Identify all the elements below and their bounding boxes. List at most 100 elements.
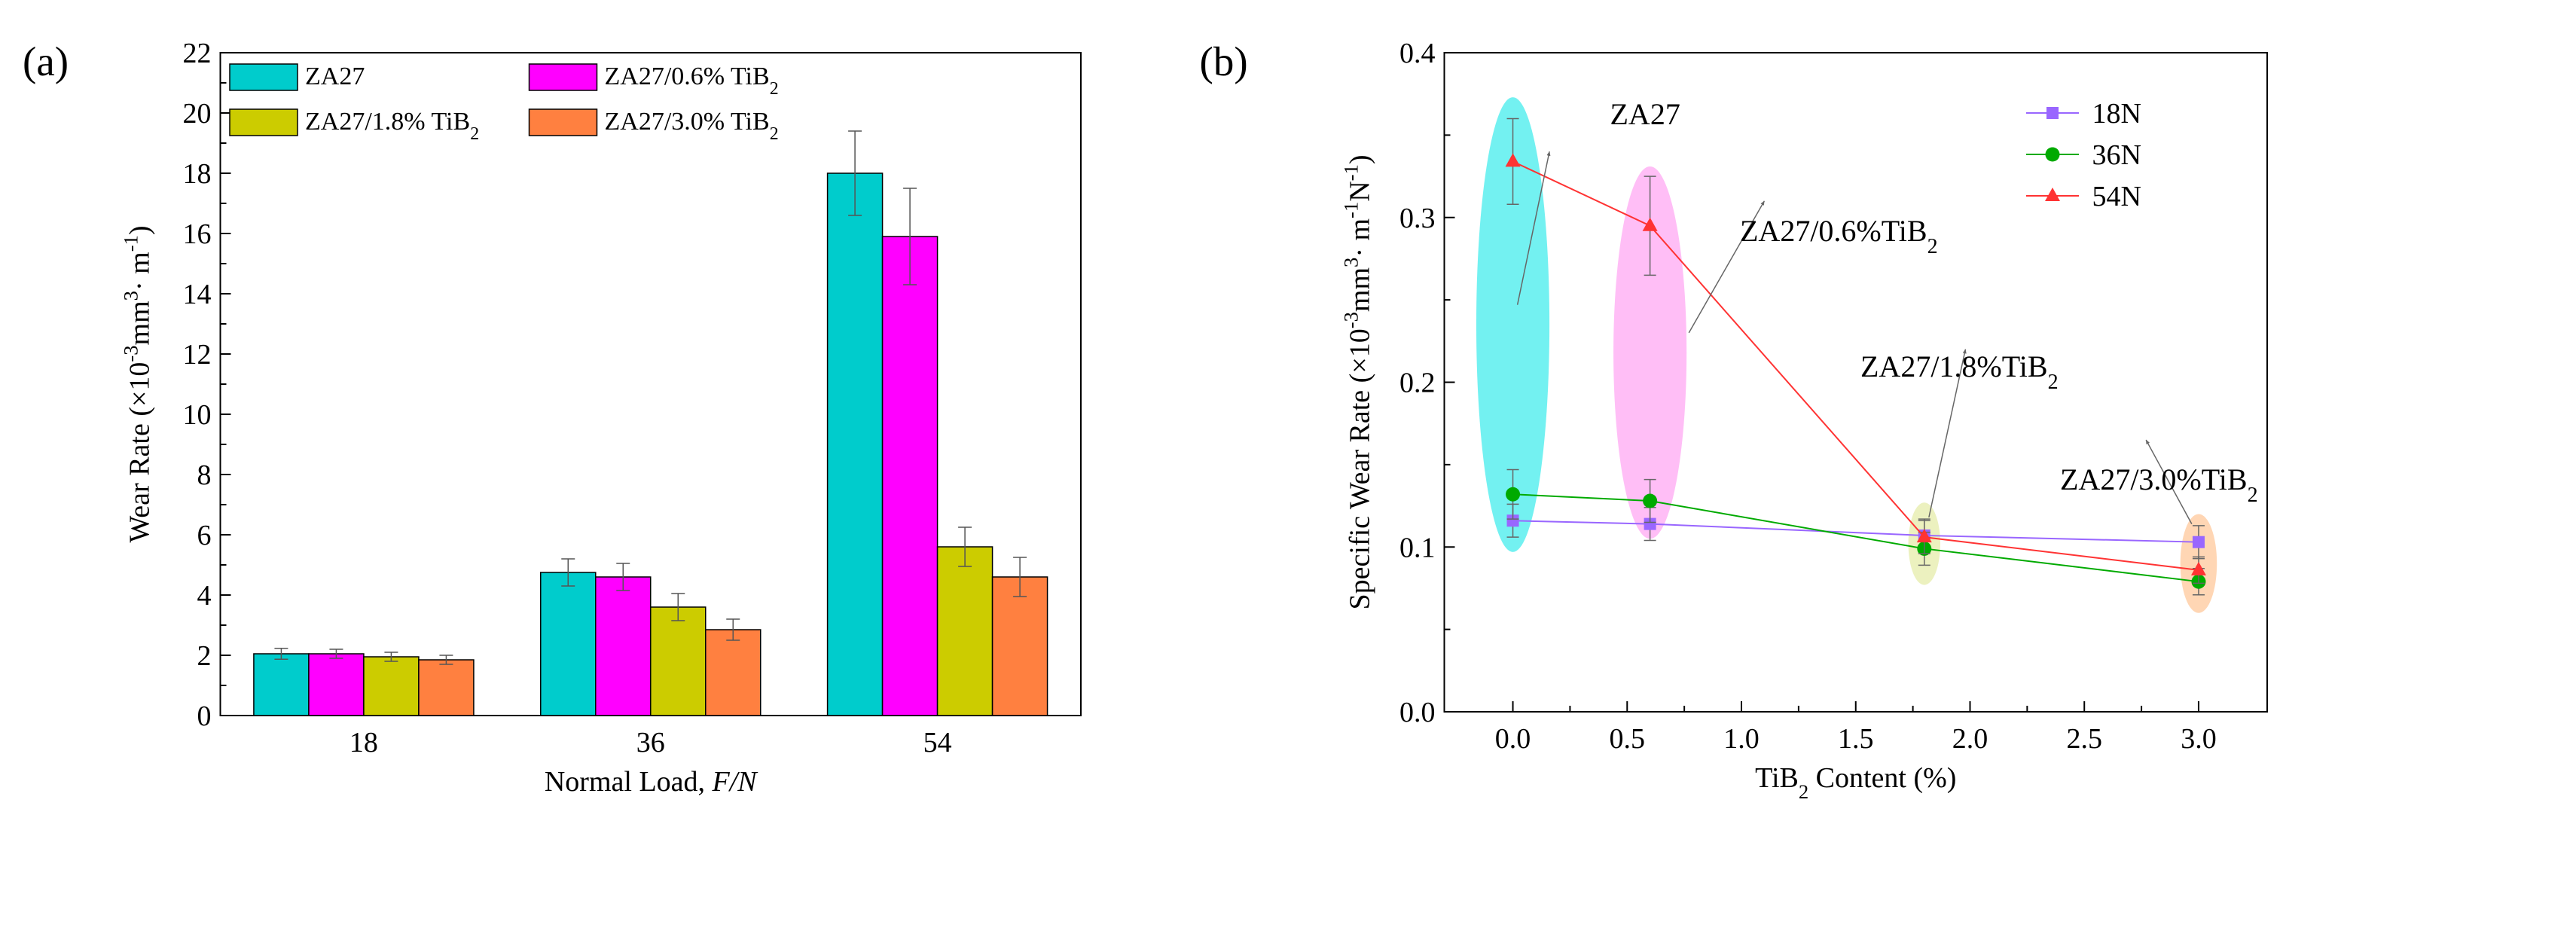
legend-label-sub: 2 [770, 79, 779, 99]
label-part: Wear Rate (×10 [124, 362, 156, 543]
annotation-label: ZA27/1.8%TiB2 [1860, 349, 2059, 394]
legend-label-sub: 2 [470, 124, 479, 144]
y-tick-label: 10 [183, 399, 212, 431]
annotation-arrow [2145, 439, 2193, 524]
legend-label: ZA27/0.6% TiB2 [605, 63, 779, 99]
label-part: ) [1344, 155, 1376, 165]
highlight-ellipse [1613, 166, 1687, 539]
series-line [1512, 493, 2199, 583]
legend-label-base: ZA27/3.0% TiB [605, 108, 770, 136]
label-part: N [1344, 181, 1376, 201]
bar [991, 576, 1048, 716]
x-label-italic: F/N [712, 766, 759, 798]
y-tick-label: 6 [197, 520, 212, 551]
y-tick-label: 0.3 [1399, 203, 1436, 234]
legend-label: ZA27 [305, 63, 365, 90]
marker-square [2046, 107, 2059, 119]
legend-label-sub: 2 [770, 124, 779, 144]
label-part: · m [1344, 218, 1376, 258]
line-chart-panel: (b) 0.0 0.1 0.2 0.3 0.4 0.0 0.5 1.0 1.5 2.0 2.5 3.… [1200, 38, 2268, 803]
y-axis-label: Wear Rate (×10-3mm3· m-1) [120, 225, 156, 542]
legend-label: 36N [2092, 139, 2141, 171]
label-part: -1 [1340, 202, 1363, 218]
bar [253, 653, 310, 716]
annotation-sub: 2 [2248, 484, 2258, 507]
bar [308, 653, 365, 716]
annotation-label: ZA27/3.0%TiB2 [2060, 462, 2258, 507]
y-axis-b: 0.0 0.1 0.2 0.3 0.4 [1399, 38, 1455, 728]
annotation-base: ZA27/3.0%TiB [2060, 462, 2248, 496]
x-tick-label: 2.0 [1952, 723, 1988, 755]
label-part: ) [124, 225, 156, 235]
y-tick-label: 4 [197, 580, 212, 612]
bar [936, 546, 993, 716]
y-tick-label: 12 [183, 339, 212, 371]
y-tick-label: 22 [183, 38, 212, 69]
x-axis: 18 36 54 [349, 705, 952, 758]
legend-label: 54N [2092, 181, 2141, 212]
marker-triangle [2190, 561, 2206, 575]
highlight-ellipse [1476, 97, 1550, 552]
y-tick-label: 0.2 [1399, 368, 1436, 399]
bar [595, 576, 652, 716]
bar [826, 172, 884, 716]
annotation-base: ZA27/1.8%TiB [1860, 349, 2048, 383]
label-part: mm [124, 301, 156, 345]
label-part: 3 [1340, 258, 1363, 267]
y-tick-label: 14 [183, 279, 212, 310]
annotations: ZA27ZA27/0.6%TiB2ZA27/1.8%TiB2ZA27/3.0%T… [1516, 97, 2258, 524]
legend-label-base: ZA27/1.8% TiB [305, 108, 470, 136]
label-part: -1 [120, 235, 142, 252]
y-axis-label-b: Specific Wear Rate (×10-3mm3· m-1N-1) [1340, 155, 1376, 610]
label-part: Content (%) [1808, 762, 1956, 794]
label-part: 2 [1799, 780, 1808, 803]
legend-b: 18N 36N 54N [2026, 98, 2141, 212]
x-tick-label: 1.5 [1838, 723, 1874, 755]
annotation-arrow [1688, 200, 1766, 334]
legend-label: ZA27/3.0% TiB2 [605, 108, 779, 144]
annotation-base: ZA27/0.6%TiB [1740, 214, 1927, 248]
y-tick-label: 8 [197, 459, 212, 491]
annotation-arrow [1516, 151, 1551, 305]
bar [418, 659, 475, 716]
label-part: 3 [120, 291, 142, 301]
annotation-label: ZA27/0.6%TiB2 [1740, 214, 1938, 258]
label-part: TiB [1755, 762, 1799, 794]
y-tick-label: 2 [197, 640, 212, 672]
y-axis: 0 2 4 6 8 10 12 14 16 18 20 22 [183, 38, 231, 732]
x-tick-label: 0.5 [1610, 723, 1646, 755]
marker-square [1506, 514, 1519, 527]
y-tick-label: 20 [183, 98, 212, 130]
bar [881, 236, 939, 716]
legend-swatch [229, 63, 298, 91]
y-tick-label: 0.1 [1399, 532, 1436, 563]
label-part: -3 [1340, 312, 1363, 328]
annotation-arrow [1928, 349, 1967, 518]
y-tick-label: 16 [183, 218, 212, 250]
label-part: Specific Wear Rate (×10 [1344, 328, 1376, 609]
legend-label: ZA27/1.8% TiB2 [305, 108, 479, 144]
legend-label-base: ZA27/0.6% TiB [605, 63, 770, 90]
legend-swatch [229, 108, 298, 136]
marker-circle [1506, 487, 1521, 502]
series-line [1512, 520, 2199, 543]
marker-circle [2045, 147, 2060, 162]
bar [540, 572, 597, 716]
x-tick-label: 3.0 [2181, 723, 2217, 755]
y-tick-label: 18 [183, 158, 212, 190]
marker-triangle [1642, 217, 1658, 231]
legend-label-base: ZA27 [305, 63, 365, 90]
label-part: mm [1344, 267, 1376, 312]
label-part: -3 [120, 345, 142, 362]
x-axis-label-b: TiB2 Content (%) [1755, 762, 1956, 803]
x-tick-label: 54 [923, 727, 952, 758]
x-label-text: Normal Load, [545, 766, 713, 798]
bars [253, 130, 1048, 716]
y-tick-label: 0 [197, 700, 212, 732]
bar [705, 629, 762, 716]
panel-label-a: (a) [23, 38, 69, 84]
x-tick-label: 18 [349, 727, 378, 758]
marker-triangle [2045, 188, 2060, 201]
